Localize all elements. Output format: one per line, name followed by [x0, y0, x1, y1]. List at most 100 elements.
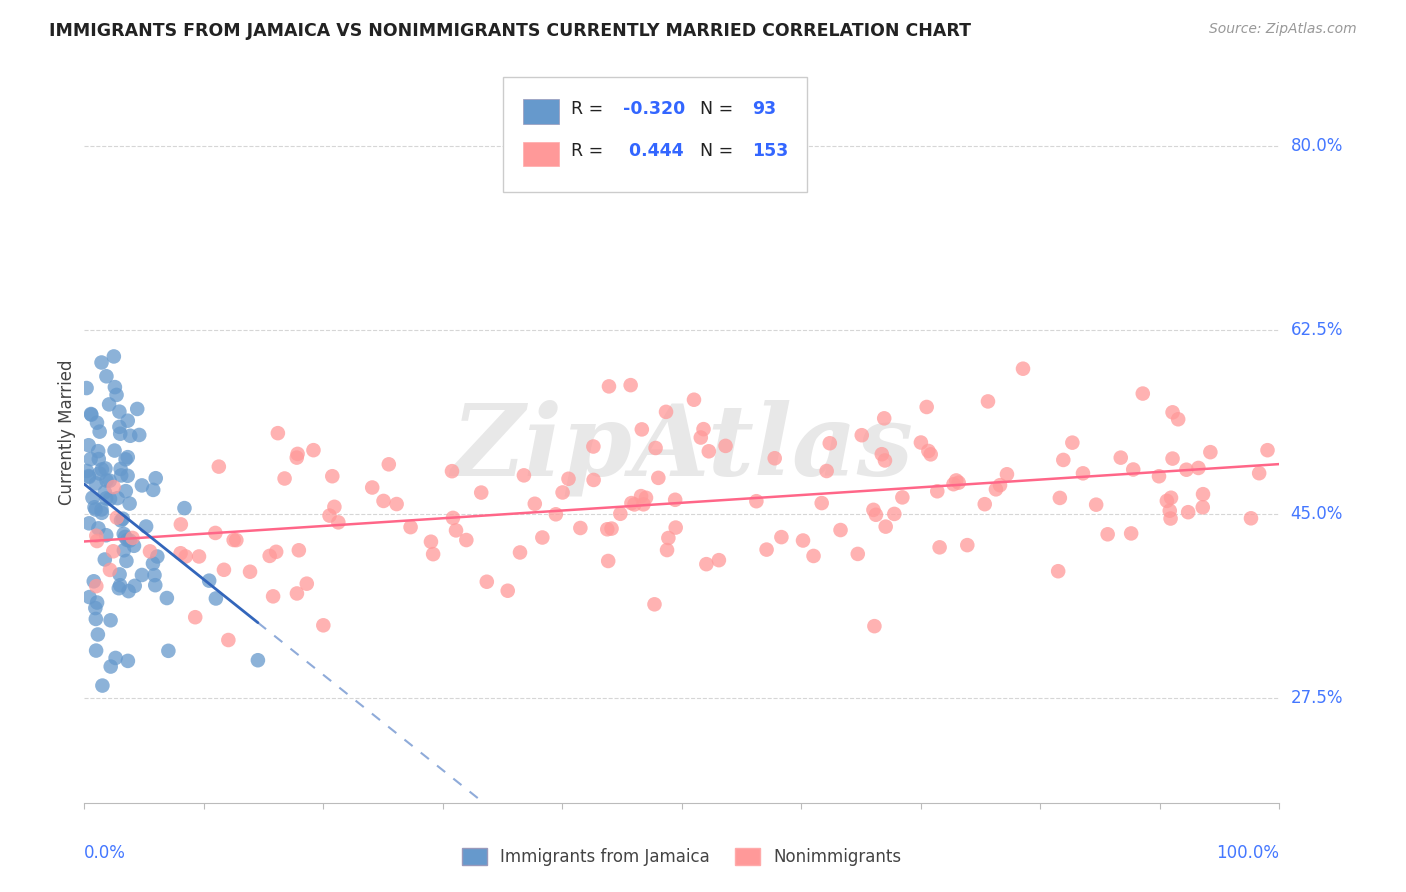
Point — [664, 492, 686, 507]
Text: Source: ZipAtlas.com: Source: ZipAtlas.com — [1209, 22, 1357, 37]
Text: 45.0%: 45.0% — [1291, 505, 1343, 523]
Point — [496, 583, 519, 598]
Point — [100, 613, 122, 627]
Point — [91, 679, 114, 693]
Point — [1012, 361, 1035, 376]
Point — [86, 595, 108, 609]
Point — [1187, 461, 1209, 475]
Point — [883, 507, 905, 521]
Point — [169, 546, 191, 560]
Point — [928, 541, 950, 555]
Point — [865, 508, 887, 522]
Point — [108, 581, 131, 595]
Point — [1160, 511, 1182, 525]
Point — [328, 516, 350, 530]
Point — [87, 521, 110, 535]
Point — [288, 543, 311, 558]
Point — [264, 545, 287, 559]
Point — [170, 517, 193, 532]
Point — [188, 549, 211, 564]
Text: 27.5%: 27.5% — [1291, 689, 1343, 706]
Point — [745, 494, 768, 508]
Point — [118, 497, 141, 511]
Point — [184, 610, 207, 624]
Point — [110, 468, 132, 483]
Point — [142, 557, 165, 571]
Point — [318, 508, 340, 523]
Point — [110, 513, 132, 527]
Point — [94, 552, 117, 566]
Point — [79, 452, 101, 467]
Point — [108, 404, 131, 418]
Y-axis label: Currently Married: Currently Married — [58, 359, 76, 506]
Point — [620, 496, 643, 510]
Point — [633, 497, 655, 511]
Point — [89, 425, 111, 439]
Point — [763, 451, 786, 466]
Text: 62.5%: 62.5% — [1291, 321, 1343, 339]
Point — [103, 544, 125, 558]
Point — [598, 379, 620, 393]
Point — [1132, 386, 1154, 401]
Point — [792, 533, 814, 548]
Point — [103, 350, 125, 364]
Point — [112, 543, 135, 558]
Point — [79, 590, 101, 604]
Point — [634, 491, 657, 505]
Point — [689, 431, 711, 445]
Point — [873, 453, 896, 467]
Point — [657, 531, 679, 545]
Point — [114, 530, 136, 544]
Point — [98, 397, 121, 411]
Point — [1109, 450, 1132, 465]
Point — [204, 525, 226, 540]
Point — [420, 534, 443, 549]
Point — [285, 450, 308, 465]
Point — [1071, 467, 1094, 481]
Text: 80.0%: 80.0% — [1291, 137, 1343, 155]
Point — [513, 468, 536, 483]
Point — [692, 422, 714, 436]
Point — [600, 522, 623, 536]
Point — [135, 519, 157, 533]
Point — [942, 477, 965, 491]
Point — [121, 531, 143, 545]
Text: 100.0%: 100.0% — [1216, 844, 1279, 862]
Point — [259, 549, 281, 563]
Point — [422, 547, 444, 561]
Point — [444, 524, 467, 538]
FancyBboxPatch shape — [503, 78, 807, 192]
Point — [803, 549, 825, 563]
Point — [1240, 511, 1263, 525]
Point — [875, 519, 897, 533]
Point — [105, 510, 128, 524]
Point — [96, 474, 118, 488]
Point — [115, 554, 138, 568]
Point — [1049, 491, 1071, 505]
Point — [643, 597, 665, 611]
Point — [198, 574, 221, 588]
Point — [94, 491, 117, 506]
Point — [846, 547, 869, 561]
Point — [145, 471, 167, 485]
Text: 153: 153 — [752, 143, 789, 161]
Point — [287, 447, 309, 461]
Text: 0.444: 0.444 — [623, 143, 683, 161]
Point — [1249, 467, 1271, 481]
Point — [988, 478, 1011, 492]
Point — [108, 578, 131, 592]
Point — [84, 612, 107, 626]
Point — [205, 591, 228, 606]
Point — [323, 500, 346, 514]
Point — [441, 511, 464, 525]
Point — [86, 534, 108, 549]
Point — [655, 543, 678, 558]
Text: R =: R = — [571, 100, 609, 118]
Point — [82, 491, 104, 505]
Point — [312, 618, 335, 632]
Point — [1097, 527, 1119, 541]
Point — [1052, 453, 1074, 467]
Point — [86, 416, 108, 430]
Point — [114, 452, 136, 467]
Point — [1147, 469, 1170, 483]
